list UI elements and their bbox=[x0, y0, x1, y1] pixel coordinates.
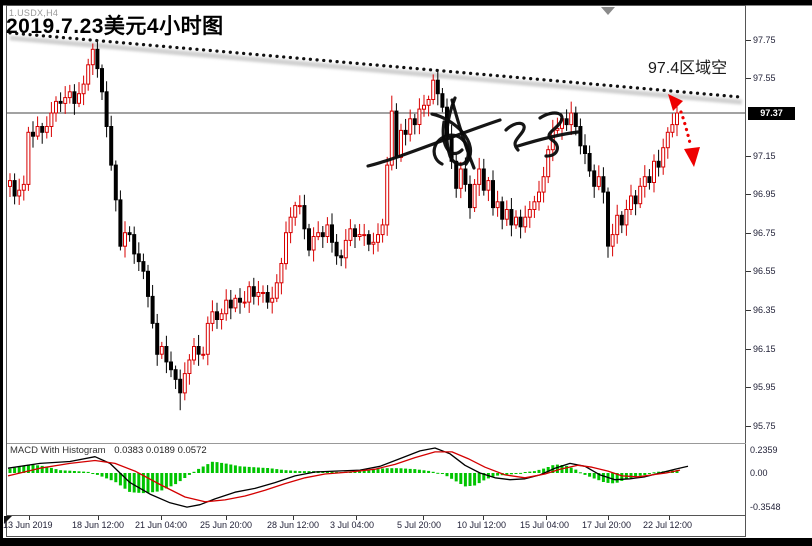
time-axis-label: 13 Jun 2019 bbox=[3, 520, 53, 530]
candlestick-series bbox=[8, 39, 679, 411]
price-axis-tick bbox=[746, 425, 751, 427]
macd-indicator-values: 0.0383 0.0189 0.0572 bbox=[114, 445, 207, 456]
time-axis-tick bbox=[483, 516, 484, 520]
time-axis-label: 22 Jul 12:00 bbox=[643, 520, 693, 530]
plot-frame bbox=[6, 5, 746, 537]
price-axis-label: 95.75 bbox=[753, 420, 776, 431]
time-axis-tick bbox=[423, 516, 424, 520]
chart-title: 2019.7.23美元4小时图 bbox=[6, 15, 224, 38]
short-direction-arrow[interactable] bbox=[668, 94, 700, 167]
time-axis-label: 25 Jun 20:00 bbox=[200, 520, 253, 530]
price-axis-label: 96.35 bbox=[753, 304, 776, 315]
window-bottom-border bbox=[0, 538, 812, 546]
price-axis-tick bbox=[746, 194, 751, 196]
macd-line bbox=[7, 447, 689, 508]
price-axis-tick bbox=[746, 309, 751, 311]
time-axis-tick bbox=[356, 516, 357, 520]
descending-trendline[interactable] bbox=[8, 31, 744, 99]
price-axis-tick bbox=[746, 271, 751, 273]
price-axis-label: 96.55 bbox=[753, 266, 776, 277]
macd-label-row: MACD With Histogram 0.0383 0.0189 0.0572 bbox=[10, 445, 207, 456]
time-axis-tick bbox=[293, 516, 294, 520]
macd-scale-label: -0.3548 bbox=[750, 502, 781, 513]
time-axis-label: 28 Jun 12:00 bbox=[267, 520, 320, 530]
time-axis-label: 10 Jul 12:00 bbox=[457, 520, 507, 530]
time-axis-label: 5 Jul 20:00 bbox=[397, 520, 442, 530]
time-axis-tick bbox=[161, 516, 162, 520]
signature-watermark bbox=[366, 96, 580, 170]
price-axis-label: 96.15 bbox=[753, 343, 776, 354]
time-axis-tick bbox=[29, 516, 30, 520]
chart-shift-marker-icon bbox=[601, 7, 615, 15]
trendline-shadow bbox=[9, 35, 743, 105]
price-axis-tick bbox=[746, 78, 751, 80]
price-axis-tick bbox=[746, 348, 751, 350]
time-axis-label: 21 Jun 04:00 bbox=[135, 520, 188, 530]
time-axis-tick bbox=[669, 516, 670, 520]
macd-scale-label: 0.00 bbox=[750, 468, 768, 478]
price-axis-label: 97.75 bbox=[753, 34, 776, 45]
price-axis-tick bbox=[746, 155, 751, 157]
price-axis-tick bbox=[746, 232, 751, 234]
time-axis-label: 17 Jul 20:00 bbox=[582, 520, 632, 530]
price-axis-label: 96.95 bbox=[753, 189, 776, 200]
price-axis-tick bbox=[746, 387, 751, 389]
time-axis-tick bbox=[608, 516, 609, 520]
time-axis-tick bbox=[98, 516, 99, 520]
short-zone-annotation[interactable]: 97.4区域空 bbox=[648, 60, 728, 77]
macd-indicator-label: MACD With Histogram bbox=[10, 445, 106, 456]
time-axis-tick bbox=[546, 516, 547, 520]
price-axis-tick bbox=[746, 39, 751, 41]
price-axis-label: 97.15 bbox=[753, 150, 776, 161]
price-axis-label: 97.55 bbox=[753, 73, 776, 84]
macd-scale-label: 0.2359 bbox=[750, 445, 778, 456]
symbol-timeframe-label: 1.USDX,H4 bbox=[9, 8, 59, 18]
time-axis-label: 3 Jul 04:00 bbox=[330, 520, 375, 530]
window-left-border bbox=[0, 0, 3, 546]
corner-wedge-icon bbox=[4, 516, 12, 524]
time-axis-label: 15 Jul 04:00 bbox=[520, 520, 570, 530]
macd-signal-line bbox=[7, 451, 681, 503]
time-axis-tick bbox=[226, 516, 227, 520]
price-axis-label: 96.75 bbox=[753, 227, 776, 238]
plot-bottom-border bbox=[7, 515, 746, 516]
macd-panel-separator[interactable] bbox=[7, 443, 746, 444]
price-axis-label: 95.95 bbox=[753, 382, 776, 393]
current-price-badge: 97.37 bbox=[748, 107, 795, 120]
time-axis-label: 18 Jun 12:00 bbox=[72, 520, 125, 530]
